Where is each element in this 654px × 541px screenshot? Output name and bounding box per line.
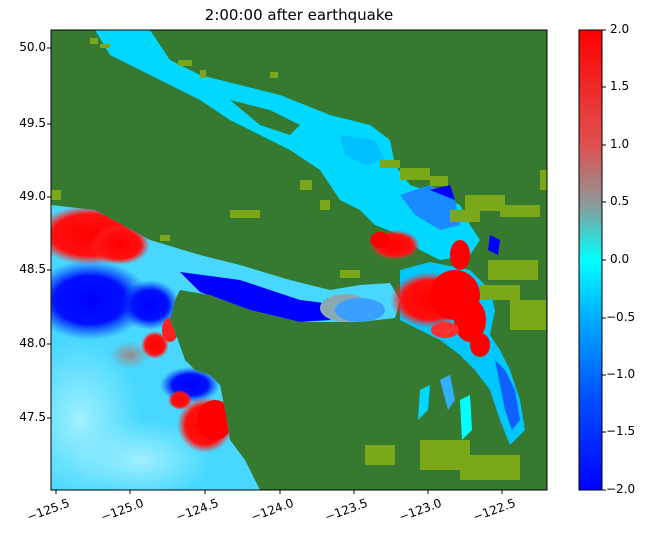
strait-of-georgia — [95, 30, 480, 260]
colorbar-tick-label: −2.0 — [606, 482, 636, 496]
y-axis-ticks — [47, 47, 51, 419]
colorbar-tick-label: 0.5 — [610, 194, 630, 208]
y-tick-label: 48.5 — [19, 262, 46, 276]
map-frame — [50, 29, 548, 491]
colorbar-tick-label: −1.5 — [606, 424, 636, 438]
y-tick-label: 47.5 — [19, 410, 46, 424]
coastline-fringe — [51, 38, 547, 480]
y-tick-label: 48.0 — [19, 336, 46, 350]
y-tick-label: 49.0 — [19, 189, 46, 203]
puget-sound — [370, 230, 525, 445]
colorbar-tick-label: 0.0 — [610, 252, 630, 266]
colorbar-tick-label: 1.5 — [610, 79, 630, 93]
map-title: 2:00:00 after earthquake — [204, 6, 394, 24]
colorbar — [578, 29, 603, 491]
y-tick-label: 49.5 — [19, 116, 46, 130]
y-tick-label: 50.0 — [19, 40, 46, 54]
colorbar-tick-label: 1.0 — [610, 137, 630, 151]
colorbar-ticks — [602, 29, 606, 491]
map-area — [51, 30, 547, 490]
x-axis-ticks — [55, 490, 503, 494]
colorbar-tick-label: −0.5 — [606, 310, 636, 324]
colorbar-tick-label: −1.0 — [606, 367, 636, 381]
colorbar-tick-label: 2.0 — [610, 22, 630, 36]
